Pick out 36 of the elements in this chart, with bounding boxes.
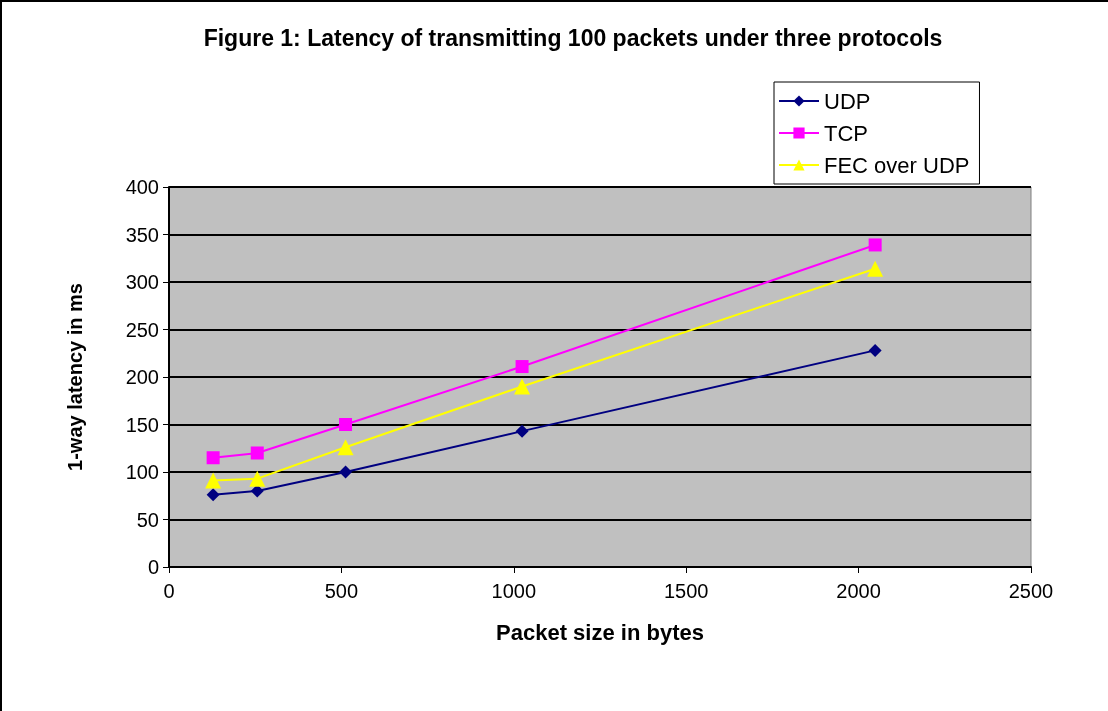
y-tick-label: 300 xyxy=(125,271,159,293)
point xyxy=(206,451,220,465)
y-tick-label: 400 xyxy=(125,176,159,198)
point xyxy=(868,238,882,252)
x-tick-label: 0 xyxy=(163,580,175,602)
point xyxy=(868,343,882,357)
y-tick-label: 100 xyxy=(125,461,159,483)
point xyxy=(205,472,222,489)
y-tick-label: 0 xyxy=(147,556,159,578)
y-axis-title: 1-way latency in ms xyxy=(64,283,86,471)
point xyxy=(337,439,354,456)
point xyxy=(515,360,529,374)
x-axis-title: Packet size in bytes xyxy=(496,619,704,645)
y-tick-label: 50 xyxy=(136,508,159,531)
y-tick-label: 150 xyxy=(125,413,159,436)
point xyxy=(206,488,220,502)
point xyxy=(250,446,264,460)
y-tick-label: 350 xyxy=(125,223,159,246)
x-tick-label: 1000 xyxy=(491,580,537,602)
point xyxy=(867,260,884,277)
point xyxy=(250,484,264,498)
y-tick-label: 250 xyxy=(125,318,159,341)
point xyxy=(514,378,531,395)
x-tick-label: 2000 xyxy=(836,580,881,602)
x-tick-label: 500 xyxy=(324,580,359,602)
point xyxy=(515,424,529,438)
point xyxy=(339,418,353,431)
legend-label: FEC over UDP xyxy=(824,152,970,178)
chart-title: Figure 1: Latency of transmitting 100 packets under three protocols xyxy=(203,25,943,51)
point xyxy=(339,465,353,479)
y-tick-label: 200 xyxy=(125,366,159,388)
legend-label: TCP xyxy=(824,120,868,146)
x-tick-label: 1500 xyxy=(663,580,709,602)
x-tick-label: 2500 xyxy=(1008,580,1054,602)
point xyxy=(249,470,266,487)
legend-label: UDP xyxy=(824,88,871,114)
